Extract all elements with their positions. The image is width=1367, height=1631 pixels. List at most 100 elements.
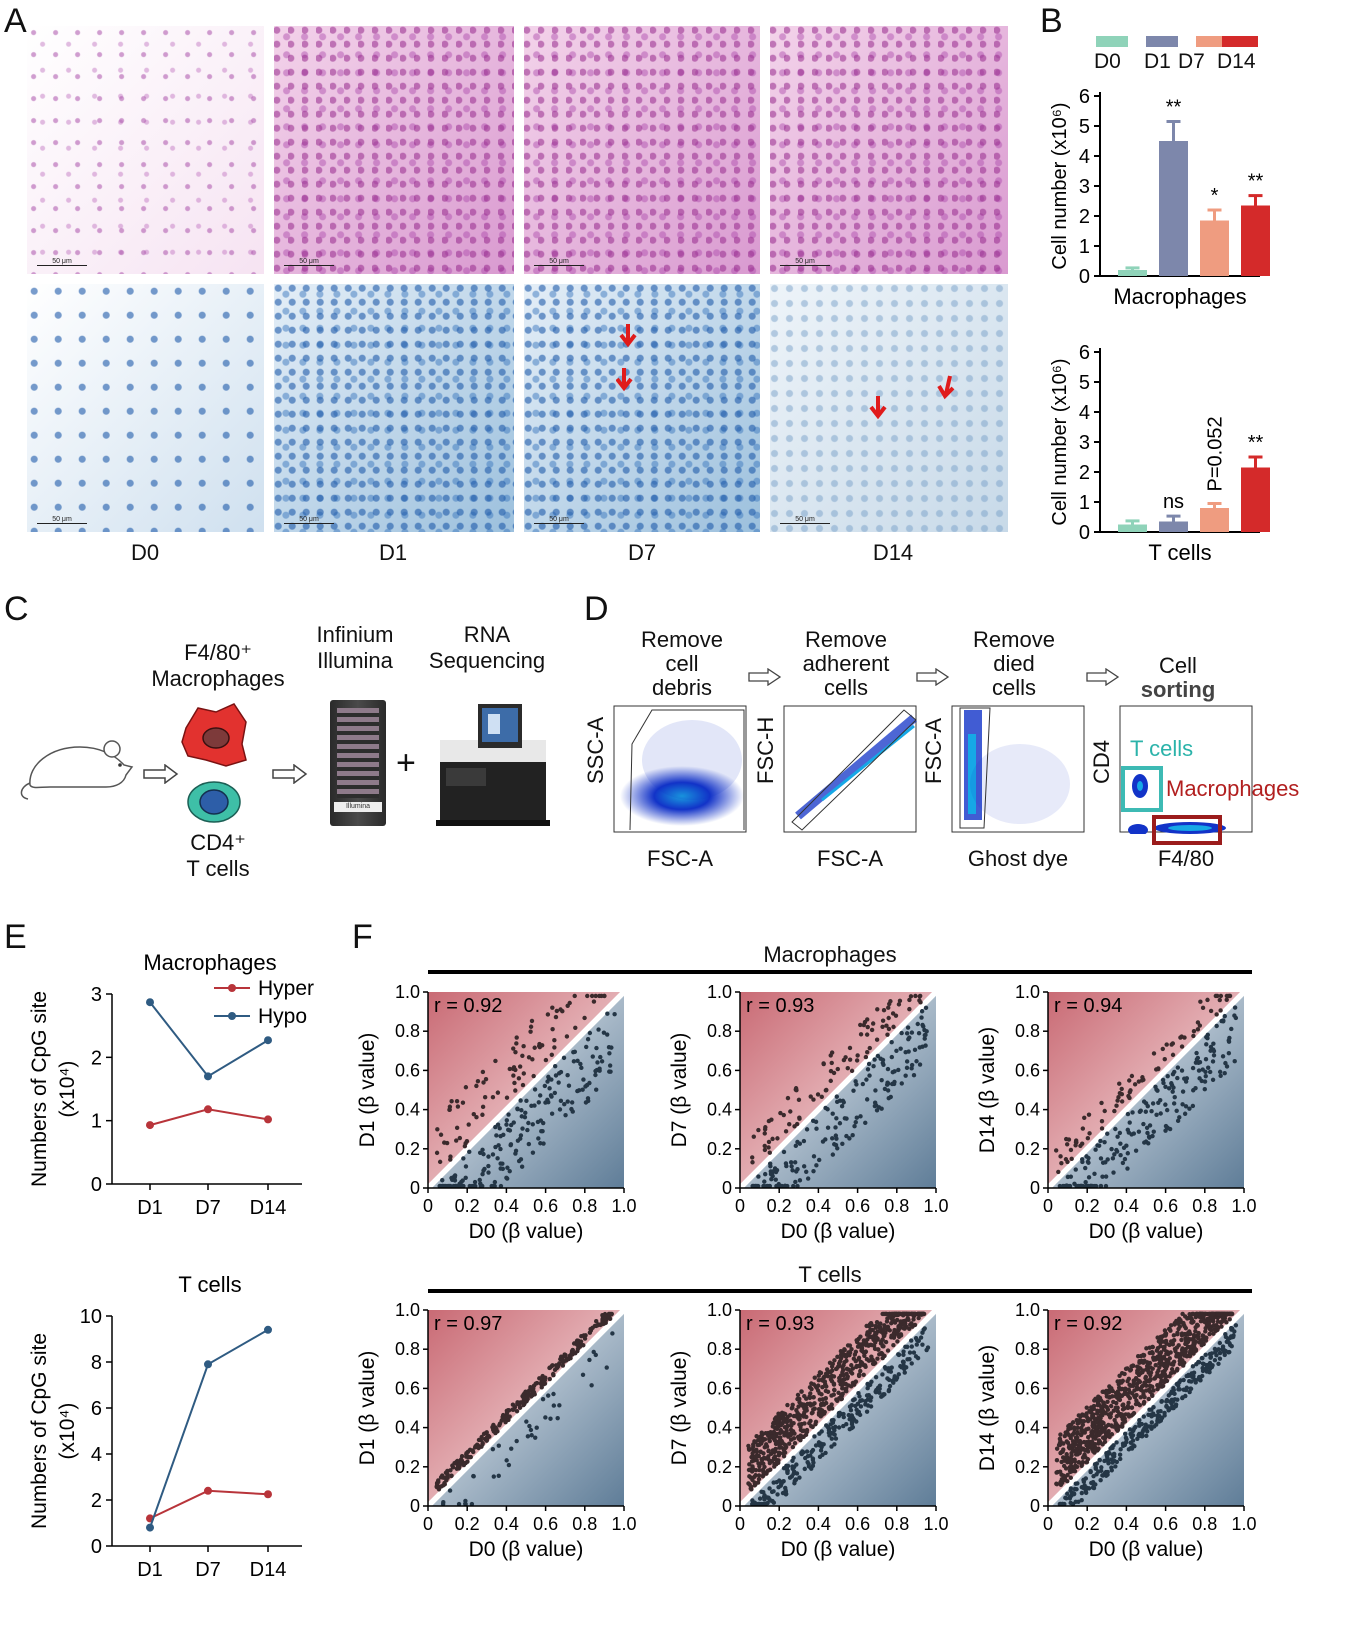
- x-tick-label: 0.6: [1153, 1514, 1178, 1534]
- data-point: [529, 1385, 534, 1391]
- data-point: [549, 1111, 555, 1116]
- data-point: [1073, 1499, 1078, 1504]
- data-point: [564, 1034, 570, 1039]
- data-point: [508, 1142, 514, 1147]
- data-point: [546, 1074, 551, 1080]
- data-point: [472, 1179, 478, 1185]
- data-point: [463, 1498, 468, 1504]
- data-point: [788, 1109, 793, 1114]
- micrograph-he-d1: 50 μm: [274, 26, 514, 274]
- data-point: [520, 1082, 526, 1088]
- y-tick-label: 4: [1079, 402, 1090, 424]
- data-point: [768, 1429, 773, 1435]
- data-point: [515, 1138, 521, 1143]
- data-point: [1142, 1394, 1147, 1400]
- data-point: [896, 1067, 901, 1073]
- methylation-chip: Illumina: [330, 700, 386, 826]
- data-point: [520, 1053, 525, 1058]
- data-point: [809, 1386, 814, 1392]
- data-point: [1172, 1069, 1177, 1075]
- series-point: [146, 998, 154, 1007]
- data-point: [476, 1437, 482, 1443]
- data-point: [912, 1311, 918, 1317]
- data-point: [1125, 1166, 1130, 1171]
- data-point: [1090, 1420, 1095, 1425]
- data-point: [1180, 1346, 1185, 1351]
- data-point: [1090, 1413, 1095, 1419]
- data-point: [780, 1490, 786, 1496]
- data-point: [584, 1044, 589, 1050]
- data-point: [1147, 1123, 1153, 1128]
- data-point: [828, 1078, 833, 1084]
- data-point: [1068, 1500, 1073, 1506]
- data-point: [479, 1183, 485, 1189]
- f-header-line-macrophages: [428, 970, 1252, 974]
- data-point: [504, 1118, 510, 1123]
- data-point: [598, 1054, 603, 1060]
- data-point: [1180, 1395, 1185, 1400]
- data-point: [849, 1425, 854, 1431]
- data-point: [766, 1448, 771, 1454]
- data-point: [480, 1069, 486, 1075]
- flow-plot-debris: [613, 705, 747, 833]
- data-point: [762, 1493, 767, 1498]
- data-point: [1217, 1350, 1223, 1356]
- data-point: [463, 1501, 468, 1507]
- data-point: [863, 1364, 868, 1370]
- data-point: [541, 1141, 546, 1146]
- data-point: [481, 1168, 486, 1173]
- data-point: [917, 994, 922, 999]
- data-point: [594, 1318, 599, 1324]
- data-point: [1145, 1360, 1150, 1365]
- step-4-title: Cell sorting: [1108, 654, 1248, 702]
- data-point: [831, 1417, 836, 1423]
- data-point: [836, 1390, 841, 1396]
- data-point: [581, 1343, 586, 1348]
- data-point: [1163, 1102, 1168, 1107]
- data-point: [824, 1367, 830, 1372]
- data-point: [1127, 1382, 1132, 1388]
- cd4-line2: T cells: [186, 856, 250, 881]
- data-point: [1187, 1329, 1192, 1334]
- data-point: [1128, 1431, 1133, 1437]
- cd4-label: CD4⁺ T cells: [158, 830, 278, 882]
- data-point: [582, 1015, 587, 1021]
- data-point: [1082, 1448, 1088, 1453]
- data-point: [593, 1068, 598, 1074]
- data-point: [514, 1438, 519, 1444]
- x-tick-label: 0.2: [455, 1514, 480, 1534]
- data-point: [1217, 1069, 1223, 1075]
- data-point: [1083, 1490, 1089, 1496]
- data-point: [813, 1421, 818, 1427]
- data-point: [829, 1373, 834, 1379]
- data-point: [861, 1338, 867, 1343]
- data-point: [1158, 1350, 1164, 1355]
- data-point: [840, 1391, 845, 1397]
- data-point: [1068, 1174, 1074, 1179]
- data-point: [1099, 1118, 1105, 1124]
- x-tick-label: 0.4: [494, 1514, 519, 1534]
- data-point: [864, 1032, 870, 1037]
- data-point: [1179, 1333, 1185, 1338]
- data-point: [552, 1090, 558, 1096]
- data-point: [536, 1100, 542, 1105]
- data-point: [1219, 1319, 1225, 1324]
- data-point: [1220, 1347, 1225, 1352]
- data-point: [802, 1421, 807, 1426]
- data-point: [1092, 1171, 1097, 1176]
- data-point: [1214, 1023, 1219, 1029]
- data-point: [517, 1064, 523, 1069]
- micrograph-he-d7: 50 μm: [524, 26, 760, 274]
- data-point: [1158, 1111, 1163, 1116]
- data-point: [908, 994, 914, 999]
- data-point: [1097, 1457, 1102, 1463]
- data-point: [890, 1011, 896, 1016]
- data-point: [539, 1129, 544, 1134]
- data-point: [833, 1436, 839, 1441]
- data-point: [834, 1099, 840, 1105]
- data-point: [486, 1163, 491, 1169]
- data-point: [904, 1031, 910, 1036]
- data-point: [1174, 1318, 1179, 1324]
- data-point: [856, 1355, 862, 1361]
